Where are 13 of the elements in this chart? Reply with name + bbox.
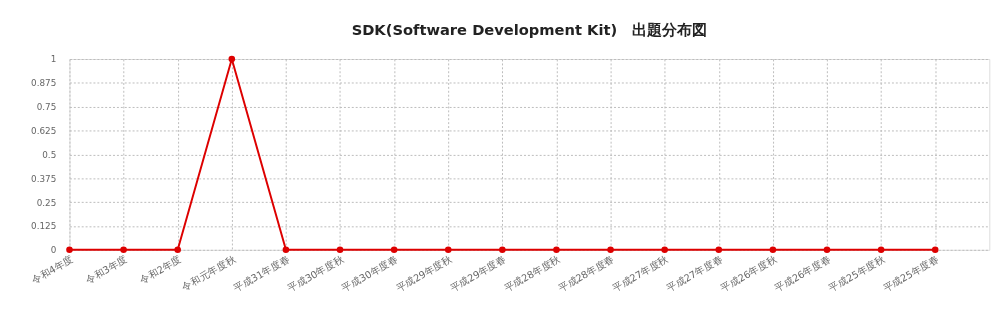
y-tick-label: 0.25 bbox=[36, 197, 57, 208]
y-tick-label: 0.75 bbox=[36, 102, 57, 113]
y-tick-label: 0 bbox=[50, 245, 57, 256]
x-tick-label: 令和4年度 bbox=[29, 253, 75, 286]
y-tick-label: 1 bbox=[50, 54, 57, 65]
y-tick-label: 0.125 bbox=[31, 221, 57, 232]
y-tick-label: 0.625 bbox=[31, 126, 57, 136]
y-tick-label: 0.375 bbox=[31, 173, 57, 184]
y-tick-label: 0.5 bbox=[42, 149, 57, 160]
y-tick-label: 0.875 bbox=[31, 78, 57, 89]
x-tick-label: 令和2年度 bbox=[137, 253, 184, 286]
chart-title: SDK(Software Development Kit) 出題分布図 bbox=[351, 20, 708, 38]
x-tick-label: 令和3年度 bbox=[83, 253, 129, 286]
